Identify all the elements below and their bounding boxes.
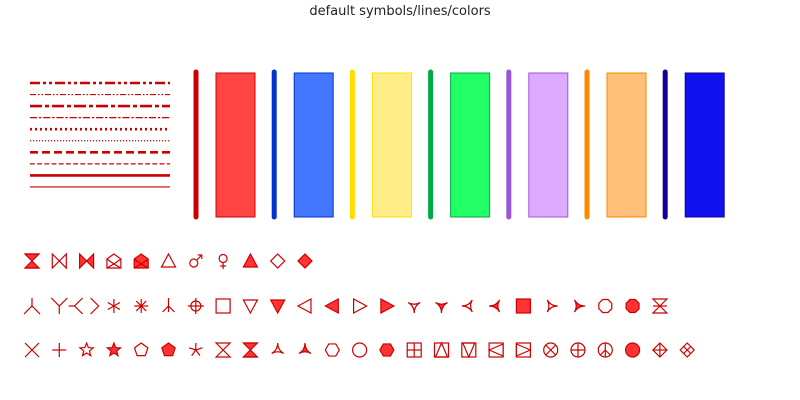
symbol-triangle-left-fill-r2 — [324, 297, 339, 315]
symbol-asterisk-8-r2 — [134, 299, 149, 313]
symbol-hourglass-x-r2 — [651, 298, 669, 314]
symbol-triangle-right-fill-r2 — [380, 297, 396, 315]
color-swatch-6 — [606, 72, 647, 218]
symbol-triangle-down-r2 — [242, 299, 259, 315]
color-swatch-5 — [528, 72, 569, 218]
symbol-envelope-r1 — [106, 253, 122, 269]
chart-title: default symbols/lines/colors — [309, 4, 491, 19]
symbol-arrow-spread-r2 — [68, 297, 100, 315]
symbol-ninja-left-r2 — [461, 299, 473, 313]
symbol-circle-plus-r3 — [570, 342, 586, 358]
symbol-female-r1 — [218, 253, 228, 269]
symbol-ninja-right-r2 — [546, 299, 558, 313]
symbol-bowtie-fill-r1 — [78, 252, 95, 270]
symbol-ninja-right-fill-r2 — [573, 299, 586, 313]
symbol-star-fill-r3 — [105, 341, 123, 358]
symbol-asterisk-5-r3 — [188, 343, 203, 357]
symbol-tri-up-y-r2 — [162, 298, 175, 313]
symbol-envelope-fill-r1 — [133, 253, 149, 269]
symbol-triangle-up-r1 — [160, 252, 177, 268]
symbol-triangle-down-fill-r2 — [269, 299, 286, 315]
symbol-ninja-left-fill-r2 — [489, 299, 501, 313]
symbol-circle-x-r3 — [543, 342, 559, 358]
color-swatch-4 — [450, 72, 491, 218]
color-swatch-7 — [684, 72, 725, 218]
symbol-pentagon-fill-r3 — [161, 342, 176, 357]
symbol-hourglass-fill2-r3 — [241, 342, 259, 358]
symbol-circle-r3 — [352, 342, 368, 358]
symbol-square-triangle-up-r3 — [433, 341, 450, 358]
color-swatch-3 — [371, 72, 412, 218]
symbol-bowtie-r1 — [51, 252, 67, 270]
symbol-square-plus-r3 — [406, 342, 422, 358]
symbol-hourglass-fill-r1 — [23, 253, 41, 269]
symbol-ninja-up-r3 — [271, 342, 285, 355]
symbol-pentagon-r3 — [133, 342, 149, 357]
symbol-triangle-right-r2 — [353, 297, 368, 315]
color-swatch-1 — [215, 72, 256, 218]
symbol-circle-cross-r2 — [187, 298, 204, 314]
symbol-square-r2 — [215, 298, 231, 314]
symbol-ninja-up-fill-r3 — [298, 342, 312, 355]
symbol-square-fill-r2 — [515, 298, 532, 314]
symbol-x-r3 — [24, 342, 40, 358]
symbol-triangle-up-fill-r1 — [242, 252, 259, 268]
symbol-peace-r3 — [597, 342, 613, 358]
symbol-diamond-r1 — [269, 253, 286, 269]
symbol-ninja-down-fill-r2 — [435, 301, 448, 314]
symbol-octagon-r2 — [598, 298, 613, 314]
symbol-triangle-left-r2 — [296, 297, 312, 315]
symbol-ninja-down-r2 — [407, 301, 421, 314]
color-swatch-2 — [293, 72, 334, 218]
symbol-plus-r3 — [52, 343, 67, 357]
symbol-asterisk-6-r2 — [107, 299, 121, 313]
symbol-hexagon-fill-r3 — [379, 343, 395, 357]
symbol-diamond-plus-r3 — [652, 342, 668, 358]
symbol-circle-fill-r3 — [624, 342, 641, 358]
symbol-hexagon-r3 — [324, 343, 340, 357]
symbol-star-r3 — [78, 341, 95, 358]
symbol-tri-down-y-r2 — [23, 298, 41, 315]
symbol-diamond-x-r3 — [679, 342, 696, 358]
symbol-diamond-fill-r1 — [297, 253, 313, 269]
symbol-male-r1 — [189, 254, 203, 268]
symbol-square-triangle-down-r3 — [461, 342, 477, 359]
symbol-hourglass-r3 — [214, 342, 232, 358]
symbol-y-up-r2 — [50, 297, 68, 314]
symbol-octagon-fill-r2 — [625, 298, 640, 314]
symbol-square-triangle-left-r3 — [487, 342, 504, 358]
symbol-square-triangle-right-r3 — [515, 342, 532, 358]
